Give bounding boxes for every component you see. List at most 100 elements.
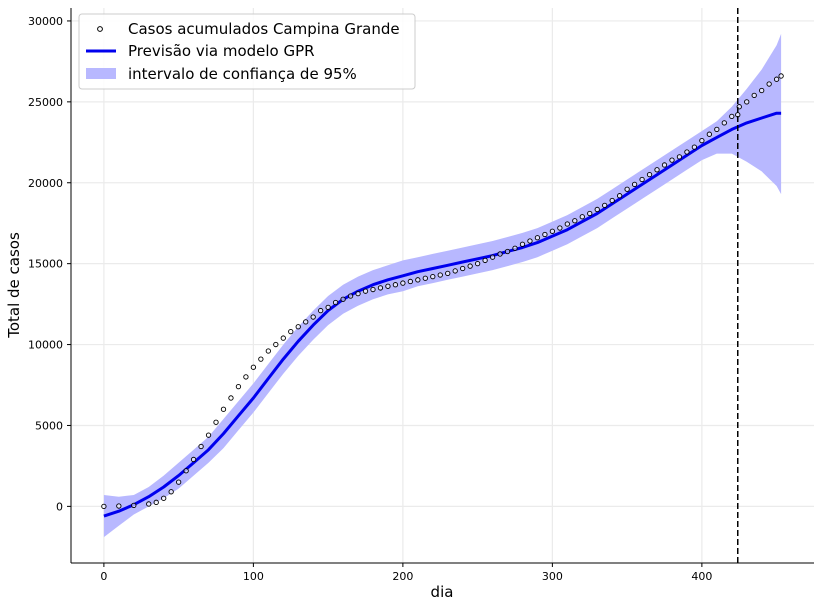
observed-point-66 bbox=[617, 193, 623, 199]
observed-point-2 bbox=[131, 502, 137, 509]
x-tick-label-100: 100 bbox=[243, 570, 264, 583]
observed-point-75 bbox=[684, 149, 690, 155]
observed-point-9 bbox=[190, 456, 197, 463]
observed-point-27 bbox=[325, 304, 331, 310]
observed-point-44 bbox=[452, 268, 458, 274]
confidence-band-layer bbox=[103, 33, 782, 538]
y-tick-label-20000: 20000 bbox=[28, 177, 63, 190]
observed-point-8 bbox=[183, 468, 189, 474]
observed-point-20 bbox=[273, 341, 279, 348]
observed-point-58 bbox=[557, 225, 563, 231]
observed-point-23 bbox=[295, 324, 301, 330]
y-tick-label-5000: 5000 bbox=[35, 419, 63, 432]
observed-point-35 bbox=[385, 283, 391, 289]
observed-point-56 bbox=[542, 231, 548, 238]
observed-point-59 bbox=[564, 221, 570, 227]
observed-point-46 bbox=[467, 263, 473, 269]
observed-point-6 bbox=[168, 489, 174, 495]
observed-point-73 bbox=[669, 157, 675, 163]
observed-point-3 bbox=[146, 501, 152, 507]
observed-point-21 bbox=[280, 335, 286, 341]
observed-point-53 bbox=[519, 241, 526, 247]
y-tick-label-0: 0 bbox=[56, 500, 63, 513]
observed-point-36 bbox=[392, 282, 399, 288]
y-tick-label-30000: 30000 bbox=[28, 15, 63, 28]
observed-point-40 bbox=[422, 275, 428, 281]
y-tick-label-10000: 10000 bbox=[28, 339, 63, 352]
observed-point-11 bbox=[205, 432, 212, 438]
observed-point-70 bbox=[646, 172, 653, 178]
observed-point-50 bbox=[497, 251, 503, 257]
observed-point-28 bbox=[332, 299, 339, 306]
observed-point-72 bbox=[661, 162, 668, 168]
x-tick-label-200: 200 bbox=[392, 570, 413, 583]
axes bbox=[67, 8, 814, 567]
observed-point-30 bbox=[347, 293, 354, 299]
observed-point-67 bbox=[624, 186, 630, 192]
legend-label-prediction: Previsão via modelo GPR bbox=[128, 42, 315, 60]
prediction-line-layer bbox=[103, 111, 782, 518]
observed-points-layer bbox=[101, 73, 784, 510]
observed-point-87 bbox=[766, 81, 772, 87]
observed-point-33 bbox=[370, 286, 376, 293]
observed-point-4 bbox=[153, 499, 159, 505]
observed-point-37 bbox=[400, 280, 406, 286]
observed-point-24 bbox=[303, 319, 309, 325]
observed-point-10 bbox=[198, 443, 204, 450]
observed-point-15 bbox=[235, 383, 242, 390]
legend-marker-observed bbox=[97, 26, 103, 32]
observed-point-13 bbox=[220, 406, 227, 412]
x-tick-label-300: 300 bbox=[542, 570, 563, 583]
legend-label-observed: Casos acumulados Campina Grande bbox=[128, 20, 400, 38]
observed-point-17 bbox=[250, 364, 257, 370]
confidence-band bbox=[103, 33, 782, 538]
observed-point-86 bbox=[759, 87, 765, 94]
observed-point-52 bbox=[512, 245, 518, 251]
observed-point-47 bbox=[474, 261, 481, 267]
observed-point-55 bbox=[534, 235, 541, 241]
observed-point-16 bbox=[243, 374, 249, 380]
observed-point-26 bbox=[318, 307, 324, 314]
observed-point-64 bbox=[602, 202, 608, 209]
observed-point-74 bbox=[676, 154, 683, 160]
observed-point-1 bbox=[116, 503, 122, 509]
observed-point-31 bbox=[355, 290, 361, 297]
observed-point-85 bbox=[751, 92, 757, 99]
observed-point-22 bbox=[288, 328, 294, 335]
observed-point-79 bbox=[714, 126, 720, 133]
observed-point-18 bbox=[258, 356, 264, 362]
observed-point-45 bbox=[460, 265, 466, 272]
observed-point-14 bbox=[228, 395, 234, 401]
observed-point-88 bbox=[773, 76, 780, 82]
observed-point-12 bbox=[213, 419, 219, 425]
observed-point-51 bbox=[504, 248, 511, 255]
tick-labels: 0 100 200 300 400 0 5000 10000 15000 20000 25000 30… bbox=[28, 15, 712, 583]
observed-point-78 bbox=[706, 131, 713, 137]
observed-point-42 bbox=[437, 272, 443, 278]
observed-point-68 bbox=[631, 181, 638, 188]
y-tick-label-25000: 25000 bbox=[28, 96, 63, 109]
x-axis-label: dia bbox=[431, 583, 454, 601]
y-axis-label: Total de casos bbox=[5, 232, 23, 339]
observed-point-69 bbox=[639, 176, 645, 183]
observed-point-41 bbox=[430, 273, 436, 280]
x-tick-label-0: 0 bbox=[100, 570, 107, 583]
observed-point-39 bbox=[415, 277, 421, 283]
observed-point-5 bbox=[161, 495, 167, 501]
observed-point-25 bbox=[310, 314, 316, 320]
observed-point-32 bbox=[362, 288, 369, 294]
observed-point-71 bbox=[654, 167, 660, 173]
legend-label-confidence: intervalo de confiança de 95% bbox=[128, 65, 357, 83]
observed-point-84 bbox=[744, 99, 750, 105]
x-tick-label-400: 400 bbox=[691, 570, 712, 583]
observed-point-48 bbox=[482, 257, 488, 264]
observed-point-29 bbox=[340, 296, 346, 302]
prediction-line bbox=[103, 111, 782, 518]
observed-point-49 bbox=[489, 254, 496, 260]
observed-point-54 bbox=[527, 238, 533, 244]
legend: Casos acumulados Campina Grande Previsão… bbox=[78, 13, 416, 90]
legend-box bbox=[78, 13, 416, 90]
legend-marker-confidence bbox=[86, 68, 116, 79]
observed-point-65 bbox=[609, 197, 615, 204]
